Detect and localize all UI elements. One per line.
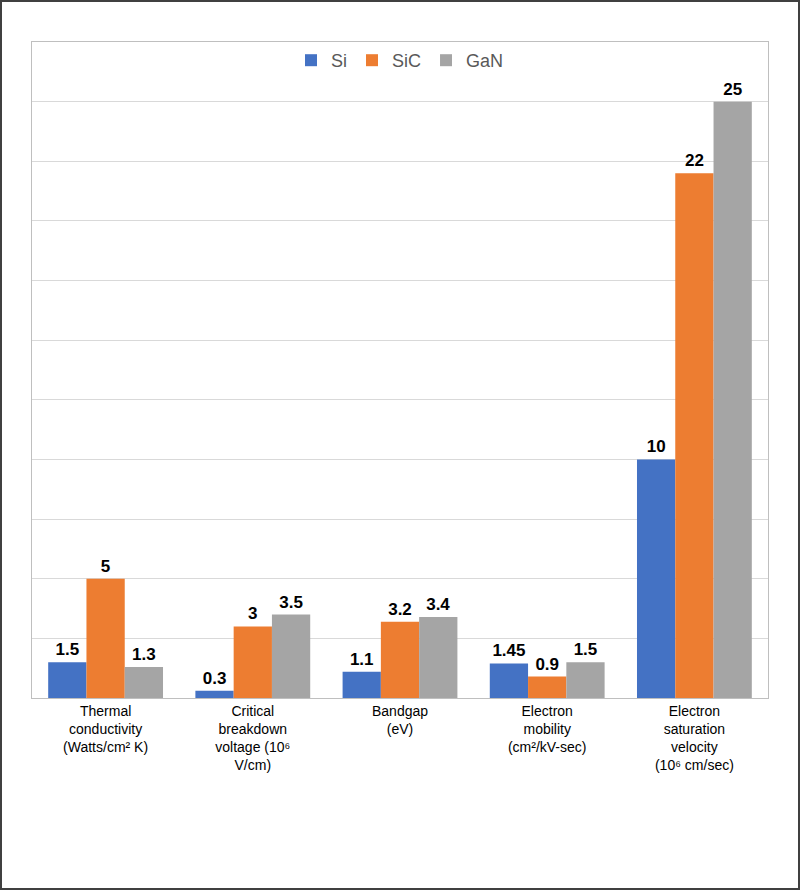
- svg-text:1.5: 1.5: [574, 640, 598, 659]
- svg-text:3.4: 3.4: [426, 595, 450, 614]
- svg-text:22: 22: [685, 151, 704, 170]
- svg-text:5: 5: [101, 557, 110, 576]
- svg-text:Electronsaturationvelocity(10⁶: Electronsaturationvelocity(10⁶ cm/sec): [655, 703, 734, 774]
- svg-text:3: 3: [248, 604, 257, 623]
- svg-text:25: 25: [723, 80, 742, 99]
- svg-text:10: 10: [647, 437, 666, 456]
- svg-text:0.9: 0.9: [535, 655, 559, 674]
- svg-text:Criticalbreakdownvoltage (10⁶V: Criticalbreakdownvoltage (10⁶V/cm): [215, 703, 290, 774]
- svg-text:1.5: 1.5: [56, 640, 80, 659]
- svg-text:Bandgap(eV): Bandgap(eV): [372, 703, 428, 737]
- svg-text:Thermalconductivity(Watts/cm²: Thermalconductivity(Watts/cm² K): [63, 703, 148, 755]
- svg-text:3.5: 3.5: [279, 593, 303, 612]
- svg-text:SiC: SiC: [392, 51, 421, 71]
- svg-text:0.3: 0.3: [203, 669, 227, 688]
- svg-text:GaN: GaN: [466, 51, 503, 71]
- svg-text:Si: Si: [331, 51, 347, 71]
- svg-text:3.2: 3.2: [388, 600, 412, 619]
- svg-text:Electronmobility(cm²/kV-sec): Electronmobility(cm²/kV-sec): [508, 703, 587, 755]
- svg-text:1.3: 1.3: [132, 645, 156, 664]
- svg-text:1.1: 1.1: [350, 650, 374, 669]
- svg-text:1.45: 1.45: [492, 641, 525, 660]
